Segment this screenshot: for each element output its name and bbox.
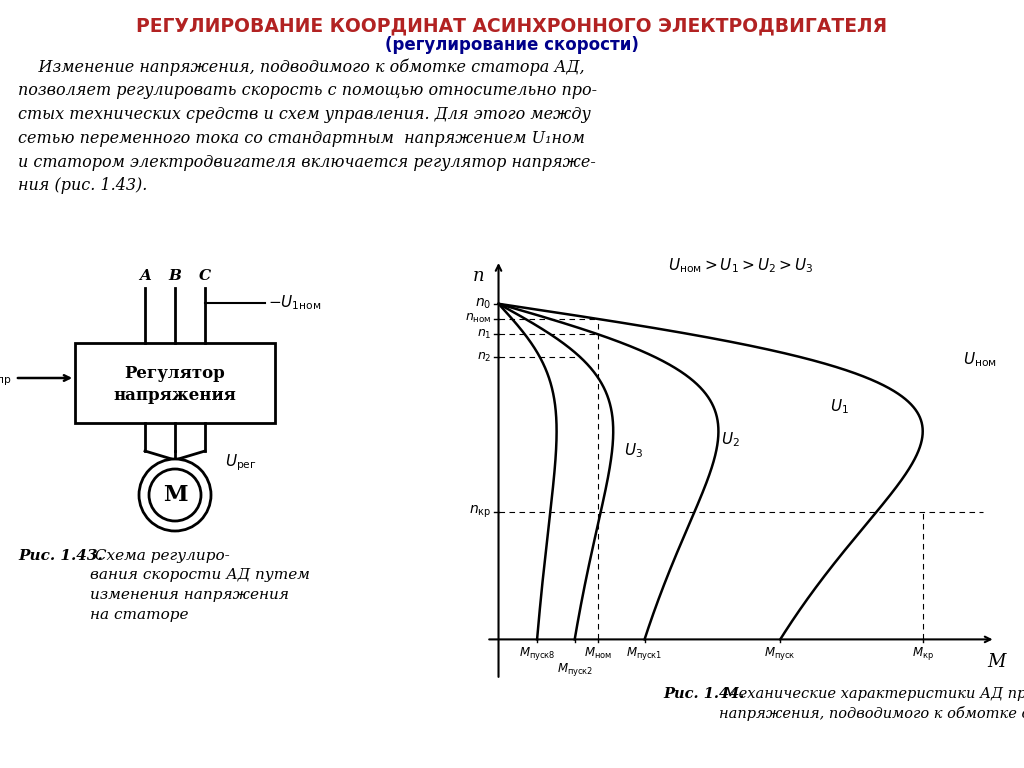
Text: Рис. 1.44.: Рис. 1.44. xyxy=(664,687,744,701)
Text: $n_{\rm кр}$: $n_{\rm кр}$ xyxy=(469,504,492,520)
Text: $M_{\rm кр}$: $M_{\rm кр}$ xyxy=(911,645,934,663)
Text: $M_{\rm пуск8}$: $M_{\rm пуск8}$ xyxy=(519,645,555,663)
Bar xyxy=(75,343,275,423)
Text: $U_{\rm{упр}}$: $U_{\rm{упр}}$ xyxy=(0,368,12,389)
Text: Механические характеристики АД при изменении
напряжения, подводимого к обмотке с: Механические характеристики АД при измен… xyxy=(720,687,1024,721)
Text: $M_{\rm пуск1}$: $M_{\rm пуск1}$ xyxy=(627,645,663,663)
Text: Рис. 1.43.: Рис. 1.43. xyxy=(18,549,102,563)
Text: A: A xyxy=(139,269,151,283)
Text: $n_1$: $n_1$ xyxy=(476,327,492,340)
Text: B: B xyxy=(169,269,181,283)
Text: Изменение напряжения, подводимого к обмотке статора АД,
позволяет регулировать с: Изменение напряжения, подводимого к обмо… xyxy=(18,58,597,194)
Text: $U_2$: $U_2$ xyxy=(721,431,739,449)
Text: $n_0$: $n_0$ xyxy=(475,296,492,311)
Text: n: n xyxy=(473,266,484,285)
Text: $U_{\rm{рег}}$: $U_{\rm{рег}}$ xyxy=(225,452,257,473)
Text: M: M xyxy=(163,484,187,506)
Text: $U_3$: $U_3$ xyxy=(624,441,643,459)
Text: Регулятор: Регулятор xyxy=(125,365,225,382)
Text: $U_{\rm ном}$: $U_{\rm ном}$ xyxy=(964,350,997,369)
Text: M: M xyxy=(987,653,1006,670)
Text: $-U_{1\rm{ном}}$: $-U_{1\rm{ном}}$ xyxy=(268,293,322,313)
Text: $U_{\rm ном}>U_1>U_2>U_3$: $U_{\rm ном}>U_1>U_2>U_3$ xyxy=(669,257,813,275)
Circle shape xyxy=(139,459,211,531)
Text: Схема регулиро-
вания скорости АД путем
изменения напряжения
на статоре: Схема регулиро- вания скорости АД путем … xyxy=(90,549,310,621)
Text: напряжения: напряжения xyxy=(114,386,237,403)
Text: $M_{\rm пуск2}$: $M_{\rm пуск2}$ xyxy=(556,661,593,678)
Text: $M_{\rm пуск}$: $M_{\rm пуск}$ xyxy=(764,645,796,663)
Text: C: C xyxy=(199,269,211,283)
Text: $n_{\rm ном}$: $n_{\rm ном}$ xyxy=(465,313,492,326)
Text: РЕГУЛИРОВАНИЕ КООРДИНАТ АСИНХРОННОГО ЭЛЕКТРОДВИГАТЕЛЯ: РЕГУЛИРОВАНИЕ КООРДИНАТ АСИНХРОННОГО ЭЛЕ… xyxy=(136,16,888,35)
Circle shape xyxy=(150,469,201,521)
Text: (регулирование скорости): (регулирование скорости) xyxy=(385,36,639,54)
Text: $U_1$: $U_1$ xyxy=(829,397,849,416)
Text: $n_2$: $n_2$ xyxy=(477,351,492,364)
Text: $M_{\rm ном}$: $M_{\rm ном}$ xyxy=(584,645,611,660)
